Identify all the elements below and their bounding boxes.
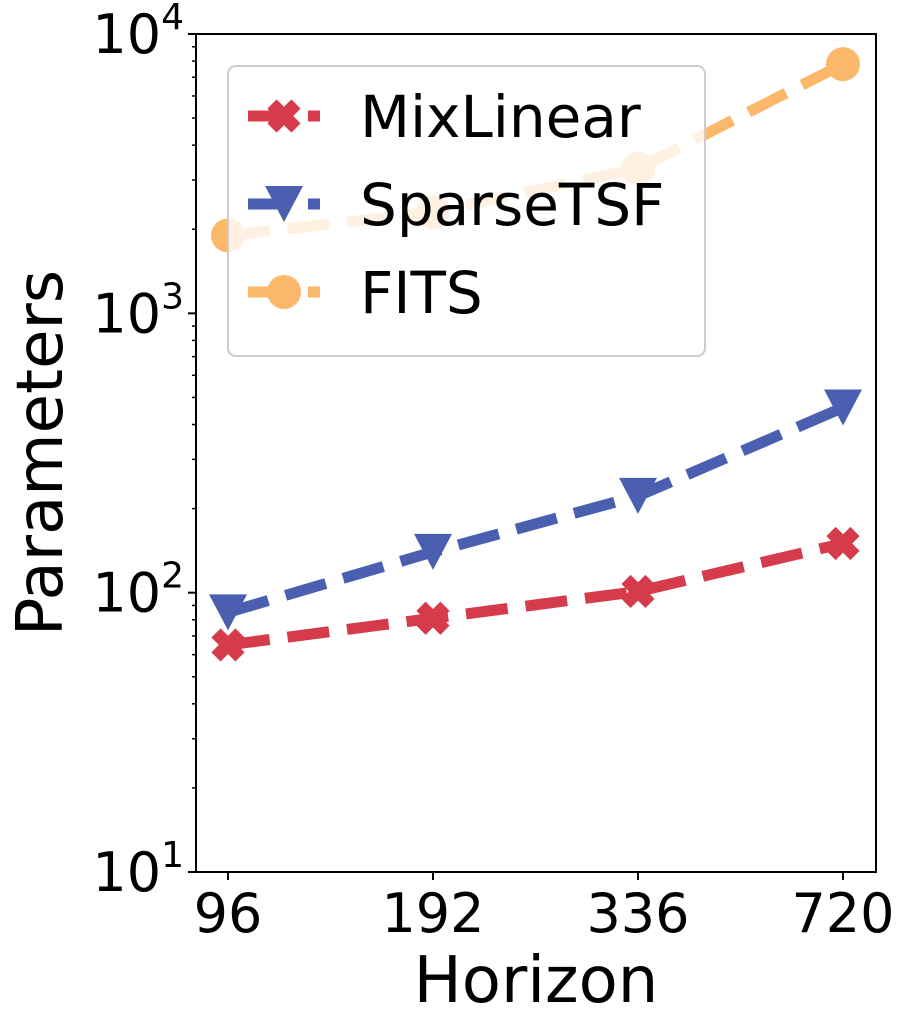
legend-item-mixlinear: MixLinear [248, 83, 641, 151]
x-tick-label: 192 [381, 882, 484, 945]
data-point [826, 526, 860, 561]
x-tick-label: 720 [791, 882, 894, 945]
plot-frame [195, 33, 877, 873]
legend-marker [267, 99, 301, 133]
legend-label: FITS [360, 259, 483, 327]
legend: MixLinear SparseTSF FITS [227, 65, 706, 357]
series-mixlinear [211, 526, 860, 662]
series-sparsetsf [209, 389, 862, 631]
data-point [211, 628, 245, 662]
y-axis-ticks: 101 102 103 104 [92, 0, 196, 904]
data-point [824, 389, 862, 426]
data-point [209, 594, 247, 631]
data-point [826, 47, 860, 82]
x-tick-label: 336 [586, 882, 689, 945]
y-tick-label: 104 [92, 0, 184, 66]
y-tick-label: 101 [92, 835, 184, 904]
legend-marker [265, 186, 303, 222]
legend-label: MixLinear [360, 83, 641, 151]
x-tick-label: 96 [194, 882, 263, 945]
legend-marker [267, 275, 301, 309]
data-point [416, 601, 450, 635]
series-line [226, 402, 846, 618]
y-axis-label: Parameters [4, 270, 78, 636]
y-tick-label: 103 [92, 276, 184, 345]
data-point [414, 533, 452, 570]
legend-item-sparsetsf: SparseTSF [248, 171, 665, 239]
data-point [619, 477, 657, 514]
x-axis-ticks: 96 192 336 720 [194, 872, 895, 945]
legend-label: SparseTSF [360, 171, 665, 239]
x-axis-label: Horizon [414, 944, 659, 1018]
legend-item-fits: FITS [248, 259, 483, 327]
data-point [621, 574, 655, 609]
y-tick-label: 102 [92, 556, 184, 625]
legend-box [227, 65, 706, 357]
series-line [227, 538, 845, 651]
